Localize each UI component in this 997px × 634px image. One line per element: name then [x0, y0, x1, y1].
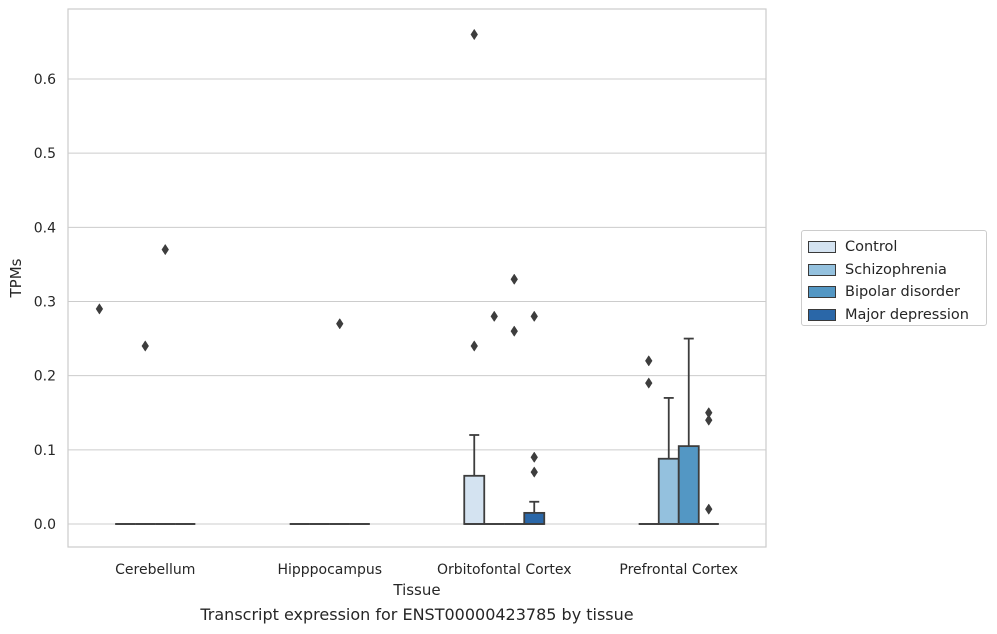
outlier-point [510, 273, 518, 285]
x-tick-label: Hipppocampus [277, 562, 382, 578]
outlier-point [530, 310, 538, 322]
legend-item-bipolar-disorder: Bipolar disorder [808, 281, 986, 304]
y-tick-label: 0.4 [34, 220, 56, 236]
outlier-point [141, 340, 149, 352]
x-axis-title: Tissue [392, 581, 440, 599]
y-tick-label: 0.6 [34, 72, 56, 88]
outlier-point [705, 414, 713, 426]
legend-item-major-depression: Major depression [808, 304, 986, 327]
box [463, 474, 486, 525]
y-tick-label: 0.5 [34, 146, 56, 162]
legend-swatch-bipolar-disorder [808, 286, 836, 299]
legend-label-major-depression: Major depression [845, 306, 969, 323]
box [677, 445, 700, 525]
outlier-point [530, 451, 538, 463]
outlier-point [530, 466, 538, 478]
y-tick-label: 0.2 [34, 369, 56, 385]
y-tick-label: 0.0 [34, 517, 56, 533]
x-tick-label: Cerebellum [115, 562, 195, 578]
outlier-point [95, 303, 104, 315]
legend-swatch-control [808, 241, 836, 254]
outlier-point [510, 325, 518, 337]
outlier-point [490, 310, 498, 322]
legend: Control Schizophrenia Bipolar disorder M… [801, 230, 987, 326]
x-tick-label: Orbitofontal Cortex [437, 562, 572, 578]
outlier-point [705, 503, 713, 515]
legend-item-schizophrenia: Schizophrenia [808, 259, 986, 282]
legend-swatch-schizophrenia [808, 263, 836, 276]
x-tick-label: Prefrontal Cortex [619, 562, 738, 578]
box [523, 511, 546, 525]
outlier-point [336, 318, 344, 330]
legend-label-control: Control [845, 239, 898, 256]
plot-area [67, 8, 767, 548]
legend-label-schizophrenia: Schizophrenia [845, 261, 947, 278]
outlier-point [645, 355, 653, 367]
box [657, 457, 680, 525]
y-tick-label: 0.1 [34, 443, 56, 459]
outlier-point [470, 340, 478, 352]
legend-swatch-major-depression [808, 308, 836, 321]
outlier-point [470, 28, 478, 41]
chart-caption: Transcript expression for ENST0000042378… [200, 605, 634, 624]
outlier-point [705, 407, 713, 419]
y-tick-label: 0.3 [34, 295, 56, 311]
outlier-point [161, 243, 169, 256]
outlier-point [645, 377, 653, 389]
legend-item-control: Control [808, 236, 986, 259]
legend-label-bipolar-disorder: Bipolar disorder [845, 284, 960, 301]
y-axis-title: TPMs [7, 258, 25, 298]
